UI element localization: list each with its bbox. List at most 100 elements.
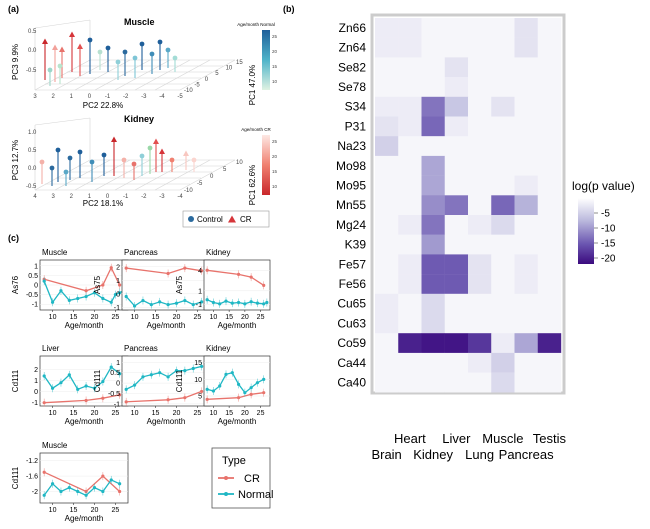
x-tick-label: 15 <box>70 314 78 321</box>
data-point-normal <box>191 302 195 307</box>
heatmap-cells <box>375 18 562 393</box>
pca-point-control <box>132 55 138 61</box>
line-chart-xlabel: Age/month <box>218 321 257 330</box>
heatmap-cell <box>444 18 469 38</box>
line-chart-frame <box>39 355 129 407</box>
svg-text:0.5: 0.5 <box>28 148 37 154</box>
heatmap-cell <box>398 96 422 117</box>
pca-kidney-ylabel: PC3 12.7% <box>11 140 20 180</box>
data-point-normal <box>76 489 80 494</box>
data-point-cr <box>183 396 187 400</box>
series-line-cr <box>126 267 202 275</box>
heatmap-cell <box>537 293 562 314</box>
data-point-cr <box>42 401 46 405</box>
data-point-normal <box>224 372 228 376</box>
heatmap-cell <box>375 155 399 176</box>
data-point-normal <box>166 302 170 307</box>
heatmap-cell <box>491 254 515 275</box>
data-point-cr <box>101 283 105 287</box>
y-tick-label: -1 <box>114 305 120 312</box>
y-tick-label: 2 <box>34 367 38 374</box>
heatmap-cell <box>398 57 422 78</box>
line-chart-ylabel: As75 <box>175 275 184 294</box>
heatmap-cell <box>514 77 538 97</box>
heatmap-row-label: Mo95 <box>336 178 366 192</box>
heatmap-cell <box>444 195 469 216</box>
pca-point-control <box>57 63 63 69</box>
line-chart-ylabel: As75 <box>93 275 102 294</box>
pca-muscle-xticks: 3 2 1 0 -1 -2 -3 -4 -5 <box>33 94 183 100</box>
heatmap-cell <box>398 274 422 294</box>
y-tick-label: -0.5 <box>108 391 120 398</box>
heatmap-cell <box>468 116 492 137</box>
y-tick-label: 2 <box>116 264 120 271</box>
heatmap-legend-tick: -10 <box>601 224 616 235</box>
pca-xtick: -3 <box>141 94 147 100</box>
heatmap-row-label: Fe56 <box>339 277 367 291</box>
pca-point-control <box>165 47 171 53</box>
data-point-normal <box>109 300 113 304</box>
heatmap-cell <box>444 116 469 137</box>
pca-muscle-yticks: 0.5 0.0 -0.5 <box>26 29 37 74</box>
heatmap-cell <box>375 313 399 334</box>
pca-point-control <box>169 157 175 163</box>
pca-point-control <box>172 55 178 61</box>
line-chart-ylabel: Cd111 <box>93 369 102 392</box>
data-point-normal <box>174 368 179 373</box>
y-tick-label: 4 <box>198 268 202 275</box>
data-point-normal <box>205 298 209 302</box>
line-chart-ylabel: As76 <box>11 275 20 294</box>
pca-kidney-yticks: 1.0 0.5 0.0 -0.5 <box>26 130 37 190</box>
line-chart-ylabel: Cd111 <box>11 466 20 489</box>
data-point-normal <box>191 366 195 371</box>
heatmap-cell <box>468 37 492 58</box>
pca-colorbar-tick: 15 <box>272 64 278 69</box>
heatmap-cell <box>468 77 492 97</box>
pca-muscle-grid <box>34 19 236 91</box>
heatmap-cell <box>444 37 469 58</box>
series-line-normal <box>125 365 202 390</box>
heatmap-row-label: Zn66 <box>339 21 367 35</box>
data-point-normal <box>92 291 97 295</box>
heatmap-cell <box>491 274 515 294</box>
heatmap-row-label: Mg24 <box>336 218 366 232</box>
pca-point-control <box>139 41 145 47</box>
data-point-normal <box>255 381 260 385</box>
pca-kidney-grid <box>34 117 236 191</box>
data-point-normal <box>265 300 269 305</box>
heatmap-cell <box>491 352 515 373</box>
heatmap-cell <box>375 37 399 58</box>
heatmap-cell <box>421 37 445 58</box>
heatmap-cell <box>444 96 469 117</box>
heatmap-cell <box>491 57 515 78</box>
pca-muscle-colorbar-bar <box>262 30 270 90</box>
data-point-normal <box>118 291 122 295</box>
heatmap-cell <box>444 333 469 354</box>
heatmap-cell <box>421 293 445 314</box>
x-tick-label: 15 <box>70 507 78 514</box>
heatmap-cell <box>398 215 422 235</box>
svg-text:0.0: 0.0 <box>28 48 37 54</box>
data-point-normal <box>166 375 170 379</box>
heatmap-legend-tick: -15 <box>601 239 616 250</box>
pca-kidney-colorbar-bar <box>262 135 270 195</box>
data-point-normal <box>118 482 122 486</box>
heatmap-cell <box>468 96 492 117</box>
data-point-normal <box>50 482 55 486</box>
heatmap-cell <box>468 234 492 255</box>
heatmap-cell <box>398 352 422 373</box>
line-chart-title: Liver <box>42 344 60 353</box>
data-point-cr <box>183 266 187 270</box>
x-tick-label: 25 <box>112 314 120 321</box>
pca-point-control <box>47 67 53 73</box>
heatmap-cell <box>537 234 562 255</box>
data-point-normal <box>255 301 260 305</box>
pca-point-control <box>55 147 61 153</box>
heatmap-cell <box>514 57 538 78</box>
data-point-normal <box>59 381 63 385</box>
pca-xtick: -1 <box>105 94 111 100</box>
heatmap-cell <box>514 274 538 294</box>
line-chart-xlabel: Age/month <box>65 514 104 523</box>
